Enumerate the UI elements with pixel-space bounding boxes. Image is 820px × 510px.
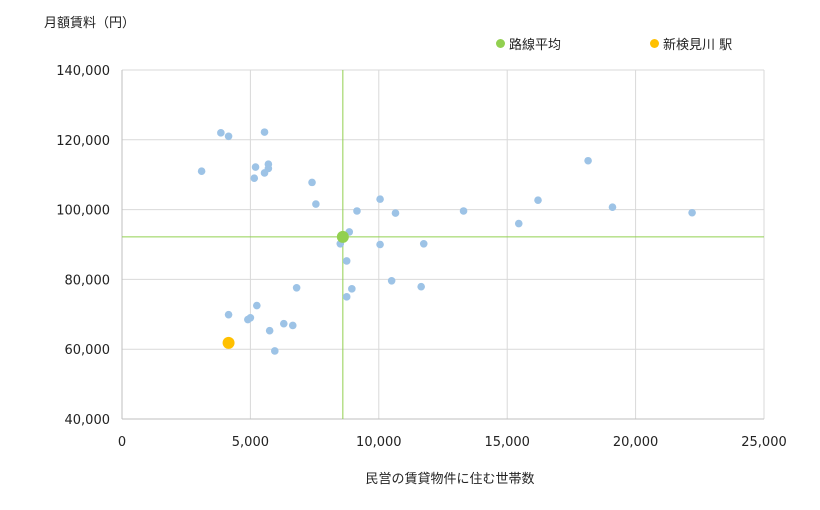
y-tick-label: 40,000 <box>65 413 111 428</box>
station-point <box>376 240 384 249</box>
station-point <box>308 178 316 187</box>
station-point <box>419 240 428 248</box>
station-point <box>584 156 592 165</box>
legend-item-station: 新検見川 駅 <box>650 34 732 53</box>
route-average-point <box>336 230 349 243</box>
y-tick-label: 80,000 <box>65 273 111 288</box>
station-point <box>224 132 233 141</box>
station-point <box>312 200 320 208</box>
station-point <box>251 163 260 171</box>
station-point <box>342 257 351 265</box>
x-tick-label: 5,000 <box>232 435 269 450</box>
x-tick-label: 25,000 <box>741 435 787 450</box>
legend-label: 路線平均 <box>509 38 562 53</box>
axes <box>121 70 764 420</box>
legend-marker-green <box>496 39 505 48</box>
y-tick-label: 120,000 <box>56 134 110 149</box>
station-point <box>417 282 425 291</box>
station-point <box>217 129 225 137</box>
station-point <box>534 196 542 204</box>
station-point <box>260 169 269 177</box>
station-point <box>270 347 279 355</box>
x-axis-title: 民営の賃貸物件に住む世帯数 <box>365 472 535 487</box>
station-point <box>292 283 301 292</box>
x-tick-label: 0 <box>118 435 126 450</box>
station-point <box>376 195 384 203</box>
station-point <box>250 174 259 182</box>
x-tick-label: 20,000 <box>613 435 659 450</box>
tick-labels: 140,000 120,000 100,000 80,000 60,000 40,000 0… <box>56 64 787 450</box>
legend-marker-orange <box>650 39 659 48</box>
station-point <box>342 293 351 301</box>
station-point <box>688 208 696 217</box>
station-point <box>244 315 252 324</box>
x-tick-label: 15,000 <box>484 435 530 450</box>
y-tick-label: 140,000 <box>56 64 110 79</box>
y-tick-label: 60,000 <box>65 343 111 358</box>
station-point <box>459 207 468 215</box>
station-point <box>608 203 617 211</box>
legend-item-route-average: 路線平均 <box>496 34 561 53</box>
data-points <box>197 128 696 355</box>
shinkemigawa-station-point <box>222 336 235 349</box>
y-tick-label: 100,000 <box>56 204 110 219</box>
station-point <box>260 128 269 136</box>
gridlines <box>122 69 765 419</box>
station-point <box>514 219 523 228</box>
station-point <box>265 326 274 335</box>
station-point <box>353 207 361 215</box>
station-point <box>288 321 297 330</box>
average-reference-lines <box>122 70 764 419</box>
station-point <box>253 301 261 310</box>
station-point <box>279 319 288 328</box>
station-point <box>391 209 400 217</box>
legend-label: 新検見川 駅 <box>663 38 733 53</box>
x-tick-label: 10,000 <box>356 435 402 450</box>
station-point <box>224 310 233 319</box>
y-axis-title: 月額賃料（円） <box>44 16 136 31</box>
station-point <box>387 276 396 285</box>
station-point <box>348 285 356 293</box>
station-point <box>197 167 206 176</box>
